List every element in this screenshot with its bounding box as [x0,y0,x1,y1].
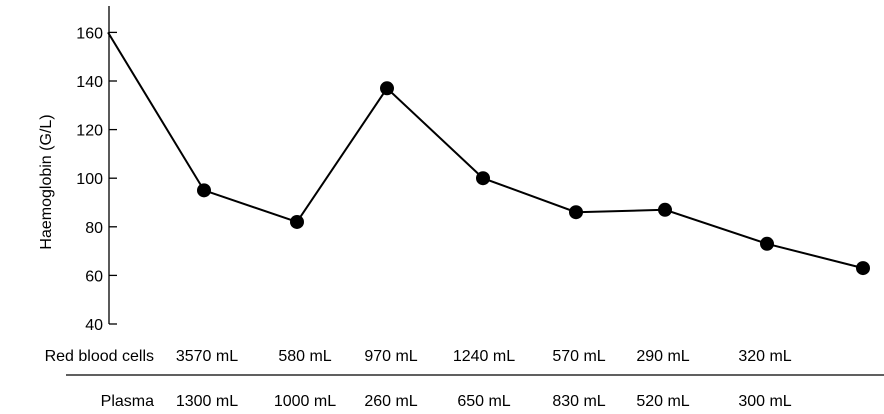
volume-label: 580 mL [278,348,331,365]
data-point [760,236,774,251]
y-axis-title: Haemoglobin (G/L) [38,114,55,249]
volume-label: 650 mL [457,393,510,410]
volume-label: 1000 mL [274,393,336,410]
data-point [658,202,672,217]
volume-label: 570 mL [552,348,605,365]
row-label: Red blood cells [45,348,154,365]
volume-label: 1240 mL [453,348,515,365]
y-axis: 40 60 80 100 120 140 160 [76,6,117,334]
series-line [107,31,864,270]
data-point [476,171,490,186]
series-line-group [107,31,864,270]
volume-label: 300 mL [738,393,791,410]
row-label: Plasma [101,393,154,410]
y-tick-label: 160 [76,25,103,42]
volume-label: 520 mL [636,393,689,410]
data-point [569,205,583,220]
transfusion-table: Red blood cells 3570 mL 580 mL 970 mL 1240 m… [45,348,792,410]
series-points-group [197,81,870,276]
y-tick-label: 80 [85,220,103,237]
y-tick-label: 140 [76,74,103,91]
volume-label: 830 mL [552,393,605,410]
y-tick-label: 60 [85,268,103,285]
volume-label: 970 mL [364,348,417,365]
data-point [380,81,394,96]
volume-label: 290 mL [636,348,689,365]
y-tick-label: 100 [76,171,103,188]
data-point [856,261,870,276]
volume-label: 260 mL [364,393,417,410]
volume-label: 320 mL [738,348,791,365]
y-tick-label: 40 [85,317,103,334]
y-tick-label: 120 [76,123,103,140]
volume-label: 1300 mL [176,393,238,410]
data-point [197,183,211,198]
data-point [290,214,304,229]
volume-label: 3570 mL [176,348,238,365]
